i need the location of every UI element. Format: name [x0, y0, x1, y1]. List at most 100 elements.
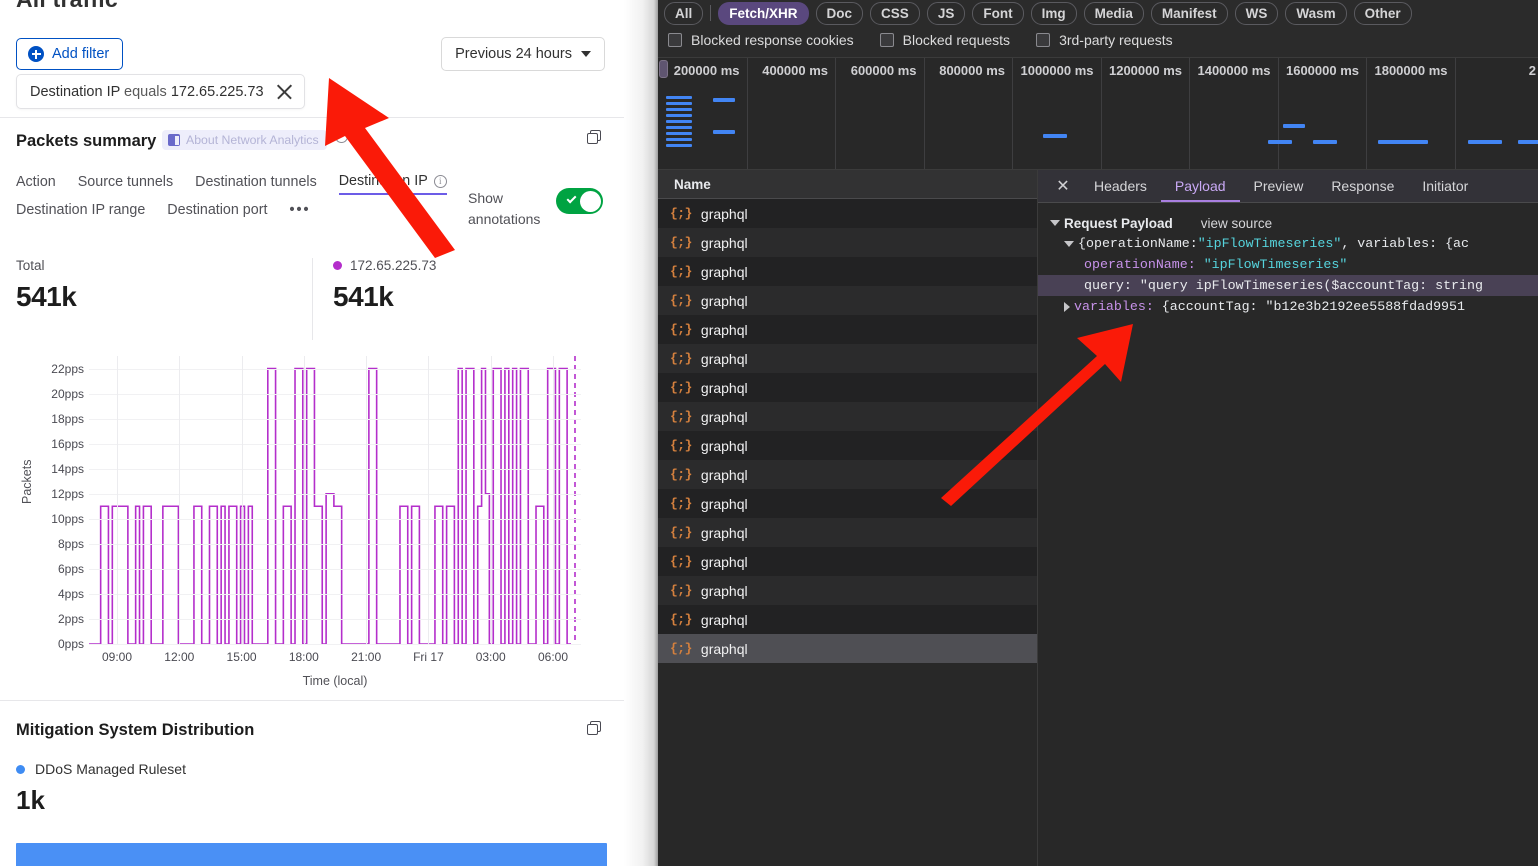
dimension-tab-destination-tunnels[interactable]: Destination tunnels — [195, 173, 317, 195]
checkbox-label: 3rd-party requests — [1059, 32, 1173, 48]
json-icon: {;} — [670, 554, 692, 569]
close-icon[interactable] — [276, 83, 293, 100]
json-icon: {;} — [670, 322, 692, 337]
type-filter-all[interactable]: All — [664, 1, 704, 25]
stat-total: Total 541k — [16, 258, 77, 313]
checkbox-blocked-response-cookies[interactable]: Blocked response cookies — [668, 32, 854, 48]
expand-icon[interactable] — [587, 130, 602, 145]
stat-series: 172.65.225.73 541k — [333, 258, 436, 313]
table-row[interactable]: {;} graphql — [658, 547, 1037, 576]
tab-payload[interactable]: Payload — [1161, 170, 1240, 202]
tab-initiator[interactable]: Initiator — [1422, 178, 1469, 194]
timeline-gridline — [1100, 58, 1102, 169]
request-name: graphql — [700, 553, 748, 570]
dimension-tab-more[interactable]: ••• — [289, 202, 310, 222]
request-payload-title: Request Payload — [1064, 215, 1173, 231]
time-range-selector[interactable]: Previous 24 hours — [441, 37, 605, 71]
grid-line-vertical — [179, 356, 181, 644]
checkbox-box[interactable] — [879, 33, 894, 47]
json-icon: {;} — [670, 380, 692, 395]
grid-line-horizontal — [89, 518, 581, 520]
table-row[interactable]: {;} graphql — [658, 460, 1037, 489]
timeline-gridline — [923, 58, 925, 169]
card-header: Packets summary About Network Analytics — [0, 118, 624, 158]
grid-line-vertical — [241, 356, 243, 644]
y-axis-tick-label: 10pps — [51, 511, 84, 526]
x-axis-tick-label: 06:00 — [537, 650, 569, 664]
timeline-range-handle[interactable] — [659, 60, 668, 78]
network-overview-timeline[interactable]: 200000 ms 400000 ms 600000 ms 800000 ms 1000… — [658, 58, 1538, 170]
close-icon[interactable]: ✕ — [1056, 178, 1070, 195]
table-row[interactable]: {;} graphql — [658, 344, 1037, 373]
payload-root-prefix: {operationName: — [1078, 236, 1198, 251]
request-name: graphql — [700, 292, 748, 309]
type-filter-other[interactable]: Other — [1353, 1, 1412, 25]
dimension-tab-destination-port[interactable]: Destination port — [167, 202, 267, 222]
type-filter-css[interactable]: CSS — [870, 1, 920, 25]
payload-variables-line[interactable]: variables: {accountTag: "b12e3b2192ee558… — [1038, 296, 1538, 317]
request-payload-section-header[interactable]: Request Payload view source — [1038, 213, 1538, 233]
timeline-gridline — [746, 58, 748, 169]
type-filter-manifest[interactable]: Manifest — [1150, 1, 1228, 25]
type-filter-doc[interactable]: Doc — [815, 1, 864, 25]
table-row[interactable]: {;} graphql — [658, 402, 1037, 431]
checkbox-blocked-requests[interactable]: Blocked requests — [879, 32, 1010, 48]
tab-response[interactable]: Response — [1331, 178, 1395, 194]
dimension-tab-destination-ip-range[interactable]: Destination IP range — [16, 202, 145, 222]
table-row[interactable]: {;} graphql — [658, 373, 1037, 402]
payload-root-line[interactable]: {operationName: "ipFlowTimeseries" , var… — [1038, 233, 1538, 254]
dimension-tab-label: Destination IP range — [16, 202, 146, 218]
type-filter-wasm[interactable]: Wasm — [1285, 1, 1347, 25]
y-axis-tick-label: 18pps — [51, 411, 84, 426]
checkbox-box[interactable] — [1036, 33, 1051, 47]
table-row[interactable]: {;} graphql — [658, 257, 1037, 286]
dimension-tab-action[interactable]: Action — [16, 173, 56, 195]
add-filter-button[interactable]: Add filter — [16, 38, 124, 70]
dimension-tab-destination-ip[interactable]: Destination IP i — [338, 173, 447, 195]
table-row[interactable]: {;} graphql — [658, 228, 1037, 257]
table-row[interactable]: {;} graphql — [658, 518, 1037, 547]
type-filter-font[interactable]: Font — [972, 1, 1024, 25]
dimension-tab-source-tunnels[interactable]: Source tunnels — [78, 173, 173, 195]
dimension-tab-label: Destination IP — [338, 173, 428, 189]
info-icon[interactable]: i — [433, 174, 447, 188]
tab-preview[interactable]: Preview — [1253, 178, 1304, 194]
show-annotations-toggle[interactable] — [556, 188, 603, 214]
type-filter-ws[interactable]: WS — [1234, 1, 1279, 25]
table-row[interactable]: {;} graphql — [658, 634, 1037, 663]
expand-icon[interactable] — [587, 721, 602, 736]
triangle-right-icon[interactable] — [1064, 301, 1070, 312]
show-annotations-label: Show annotations — [468, 190, 541, 227]
view-source-link[interactable]: view source — [1200, 215, 1273, 231]
plus-icon — [28, 46, 44, 62]
table-row[interactable]: {;} graphql — [658, 605, 1037, 634]
type-filter-img[interactable]: Img — [1030, 1, 1077, 25]
checkbox-3rd-party-requests[interactable]: 3rd-party requests — [1036, 32, 1173, 48]
packets-summary-title: Packets summary — [16, 132, 157, 150]
type-filter-media[interactable]: Media — [1083, 1, 1144, 25]
checkbox-label: Blocked response cookies — [691, 32, 854, 48]
filter-chip-value: 172.65.225.73 — [170, 83, 264, 100]
clock-icon — [335, 130, 348, 143]
tab-headers[interactable]: Headers — [1094, 178, 1147, 194]
dimension-tabs: Action Source tunnels Destination tunnels D… — [16, 173, 486, 222]
type-filter-fetch-xhr[interactable]: Fetch/XHR — [718, 1, 809, 25]
about-network-analytics-pill[interactable]: About Network Analytics — [162, 130, 327, 150]
table-row[interactable]: {;} graphql — [658, 315, 1037, 344]
request-name: graphql — [700, 495, 748, 512]
mitigation-legend: DDoS Managed Ruleset — [16, 761, 186, 777]
filter-chip[interactable]: Destination IP equals 172.65.225.73 — [16, 74, 305, 109]
timeline-tick-label: 1200000 ms — [1108, 63, 1182, 78]
json-icon: {;} — [670, 235, 692, 250]
table-row[interactable]: {;} graphql — [658, 489, 1037, 518]
table-row[interactable]: {;} graphql — [658, 431, 1037, 460]
timeline-request-bar — [1313, 140, 1337, 144]
table-row[interactable]: {;} graphql — [658, 576, 1037, 605]
table-row[interactable]: {;} graphql — [658, 286, 1037, 315]
dimension-tab-label: Source tunnels — [77, 174, 174, 190]
type-filter-js[interactable]: JS — [926, 1, 966, 25]
table-row[interactable]: {;} graphql — [658, 199, 1037, 228]
checkbox-box[interactable] — [668, 33, 682, 47]
packets-summary-card: Packets summary About Network Analytics … — [0, 118, 624, 701]
payload-variables-value: {accountTag: "b12e3b2192ee5588fdad9951 — [1161, 299, 1465, 314]
